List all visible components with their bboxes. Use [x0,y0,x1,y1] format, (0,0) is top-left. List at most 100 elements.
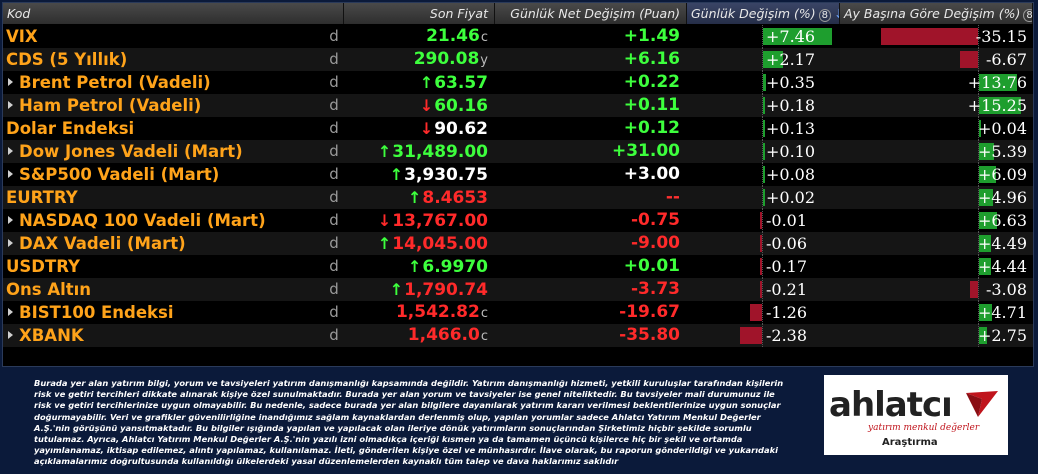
zero-line [978,209,979,232]
instrument-label: DAX Vadeli (Mart) [19,234,186,253]
zero-line [978,278,979,301]
header-daily-net-change-label: Günlük Net Değişim (Puan) [510,6,680,21]
monthly-change-bar [979,166,996,183]
last-price: 21.46c [344,25,494,48]
table-row[interactable]: Dolar Endeksi d ↓90.62 +0.12 +0.13 +0.04 [3,117,1033,140]
zero-line [762,232,763,255]
header-monthly-change[interactable]: Ay Başına Göre Değişim (%) 8 [840,3,1033,24]
header-daily-net-change[interactable]: Günlük Net Değişim (Puan) [495,3,687,24]
daily-change-bar [763,120,765,137]
daily-change-pct: +0.10 [766,142,816,161]
expand-arrow-icon[interactable] [8,239,13,247]
zero-line [762,301,763,324]
table-row[interactable]: CDS (5 Yıllık) d 290.08y +6.16 +2.17 -6.67 [3,48,1033,71]
instrument-name[interactable]: USDTRY [6,255,341,278]
daily-change-pct: +0.08 [766,165,816,184]
instrument-name[interactable]: EURTRY [6,186,341,209]
daily-change-pct: +0.02 [766,188,816,207]
table-row[interactable]: XBANK d 1,466.0c -35.80 -2.38 +2.75 [3,324,1033,347]
instrument-name[interactable]: Ons Altın [6,278,341,301]
monthly-change-pct: +4.71 [977,303,1027,322]
last-price: ↑63.57 [344,71,494,94]
zero-line [978,324,979,347]
daily-change-bar [760,258,762,275]
daily-change-bar [763,51,784,68]
net-change: +0.01 [623,256,680,276]
zero-line [978,163,979,186]
daily-change-bar [763,97,765,114]
table-row[interactable]: USDTRY d ↑6.9970 +0.01 -0.17 +4.44 [3,255,1033,278]
table-row[interactable]: EURTRY d ↑8.4653 -- +0.02 +4.96 [3,186,1033,209]
table-row[interactable]: Ham Petrol (Vadeli) d ↓60.16 +0.11 +0.18 +15.… [3,94,1033,117]
delay-flag: d [329,27,339,45]
arrow-up-icon: ↑ [377,234,392,253]
arrow-up-icon: ↑ [389,165,404,184]
instrument-name[interactable]: CDS (5 Yıllık) [6,48,341,71]
delay-flag: d [329,50,339,68]
price-value: 6.9970 [422,257,488,277]
net-change: +0.22 [623,72,680,92]
arrow-up-icon: ↑ [389,280,404,299]
last-price: 1,542.82c [344,301,494,324]
delay-flag: d [329,165,339,183]
zero-line [762,163,763,186]
monthly-change-bar [979,304,992,321]
instrument-label: USDTRY [6,257,80,276]
table-row[interactable]: Dow Jones Vadeli (Mart) d ↑31,489.00 +31.00… [3,140,1033,163]
last-price: ↓13,767.00 [344,209,494,232]
instrument-name[interactable]: Dolar Endeksi [6,117,341,140]
delay-flag: d [329,234,339,252]
instrument-label: VIX [6,27,38,46]
arrow-down-icon: ↓ [419,96,434,115]
instrument-name[interactable]: BIST100 Endeksi [6,301,341,324]
zero-line [978,117,979,140]
sort-down-icon[interactable]: ↓ [834,6,839,21]
net-change: -35.80 [619,325,680,345]
monthly-change-bar [979,258,992,275]
instrument-name[interactable]: NASDAQ 100 Vadeli (Mart) [6,209,341,232]
price-source-flag: c [480,329,488,344]
monthly-change-pct: +5.39 [977,142,1027,161]
net-change: +3.00 [623,164,680,184]
instrument-label: Ons Altın [6,280,92,299]
delay-flag: d [329,326,339,344]
arrow-down-icon: ↓ [419,119,434,138]
table-row[interactable]: DAX Vadeli (Mart) d ↑14,045.00 -9.00 -0.06 +4… [3,232,1033,255]
instrument-name[interactable]: Dow Jones Vadeli (Mart) [6,140,341,163]
expand-arrow-icon[interactable] [8,170,13,178]
arrow-up-icon: ↑ [419,73,434,92]
instrument-name[interactable]: XBANK [6,324,341,347]
monthly-change-pct: +4.96 [977,188,1027,207]
expand-arrow-icon[interactable] [8,101,13,109]
table-row[interactable]: VIX d 21.46c +1.49 +7.46 -35.15 [3,25,1033,48]
table-row[interactable]: BIST100 Endeksi d 1,542.82c -19.67 -1.26 +4.7… [3,301,1033,324]
instrument-label: EURTRY [6,188,78,207]
table-row[interactable]: S&P500 Vadeli (Mart) d ↑3,930.75 +3.00 +0.08… [3,163,1033,186]
table-row[interactable]: Brent Petrol (Vadeli) d ↑63.57 +0.22 +0.35 +1… [3,71,1033,94]
header-daily-change[interactable]: Günlük Değişim (%)8↓ [687,3,840,24]
instrument-name[interactable]: VIX [6,25,341,48]
net-change: +1.49 [623,26,680,46]
expand-arrow-icon[interactable] [8,331,13,339]
zero-line [762,48,763,71]
expand-arrow-icon[interactable] [8,78,13,86]
instrument-name[interactable]: S&P500 Vadeli (Mart) [6,163,341,186]
instrument-name[interactable]: Ham Petrol (Vadeli) [6,94,341,117]
table-row[interactable]: Ons Altın d ↑1,790.74 -3.73 -0.21 -3.08 [3,278,1033,301]
expand-arrow-icon[interactable] [8,308,13,316]
daily-change-bar [750,304,762,321]
header-last-price[interactable]: Son Fiyat [344,3,495,24]
table-row[interactable]: NASDAQ 100 Vadeli (Mart) d ↓13,767.00 -0.75… [3,209,1033,232]
daily-change-pct: +0.13 [766,119,816,138]
last-price: ↑1,790.74 [344,278,494,301]
expand-arrow-icon[interactable] [8,216,13,224]
instrument-name[interactable]: DAX Vadeli (Mart) [6,232,341,255]
last-price: ↑14,045.00 [344,232,494,255]
price-value: 1,542.82 [395,302,480,322]
instrument-name[interactable]: Brent Petrol (Vadeli) [6,71,341,94]
monthly-change-bar [979,97,1021,114]
expand-arrow-icon[interactable] [8,147,13,155]
price-source-flag: c [480,306,488,321]
header-code[interactable]: Kod [3,3,344,24]
zero-line [978,48,979,71]
